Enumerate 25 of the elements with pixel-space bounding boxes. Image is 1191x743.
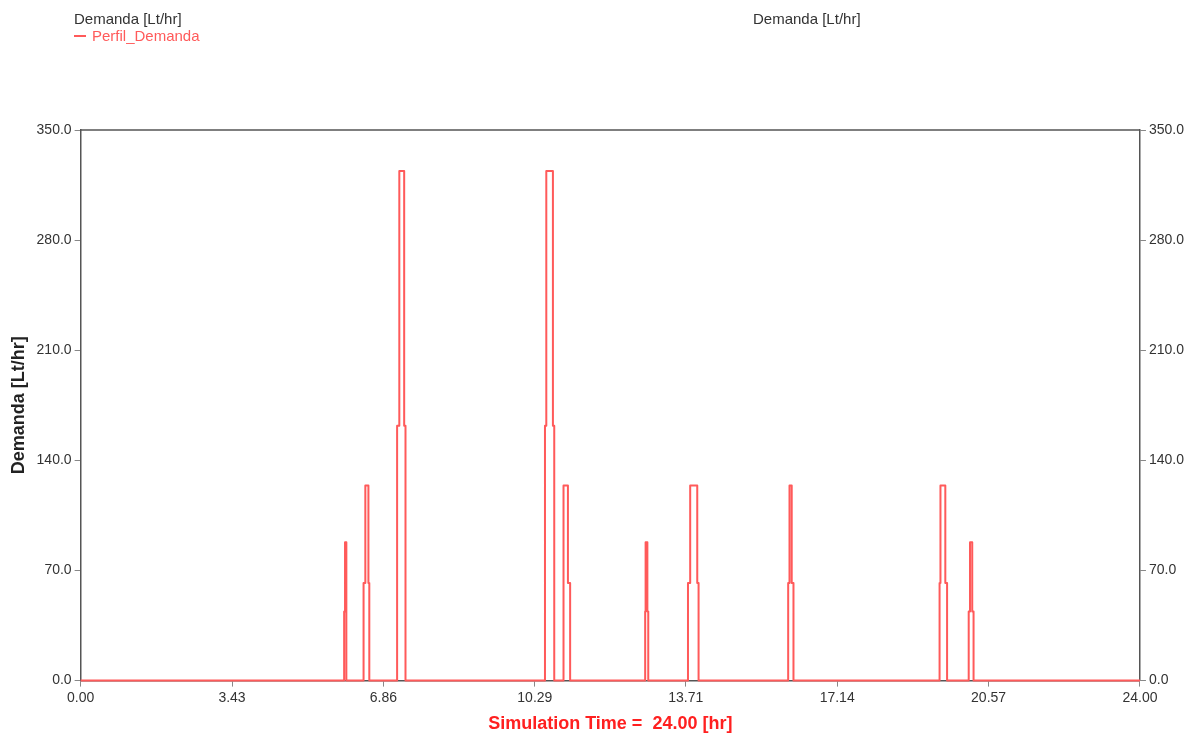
y2-tick-label: 140.0	[1148, 451, 1185, 468]
y-tick-label: 280.0	[36, 230, 72, 247]
x-tick-label: 6.86	[369, 688, 398, 705]
y2-tick-label: 350.0	[1148, 120, 1185, 137]
chart-title: Demanda [Lt/hr]	[753, 10, 861, 27]
x-tick-label: 24.00	[1122, 688, 1158, 705]
x-tick-label: 17.14	[819, 688, 855, 705]
y2-tick-label: 0.0	[1148, 671, 1169, 688]
x-tick-label: 13.71	[668, 688, 704, 705]
legend-title: Demanda [Lt/hr]	[74, 10, 183, 27]
x-tick-label: 0.00	[67, 688, 95, 705]
y-axis-title: Demanda [Lt/hr]	[7, 336, 28, 475]
x-axis-title: Simulation Time = 24.00 [hr]	[488, 713, 733, 734]
x-tick-label: 20.57	[971, 688, 1007, 705]
y-tick-label: 210.0	[36, 341, 72, 358]
y2-tick-label: 210.0	[1148, 341, 1185, 358]
y-tick-label: 0.0	[52, 671, 72, 688]
y-tick-label: 350.0	[36, 120, 72, 137]
legend-label: Perfil_Demanda	[92, 27, 200, 44]
x-tick-label: 3.43	[218, 688, 246, 705]
y-tick-label: 70.0	[44, 561, 72, 578]
y2-tick-label: 70.0	[1148, 561, 1177, 578]
y2-tick-label: 280.0	[1148, 230, 1185, 247]
y-tick-label: 140.0	[36, 451, 72, 468]
x-tick-label: 10.29	[517, 688, 553, 705]
